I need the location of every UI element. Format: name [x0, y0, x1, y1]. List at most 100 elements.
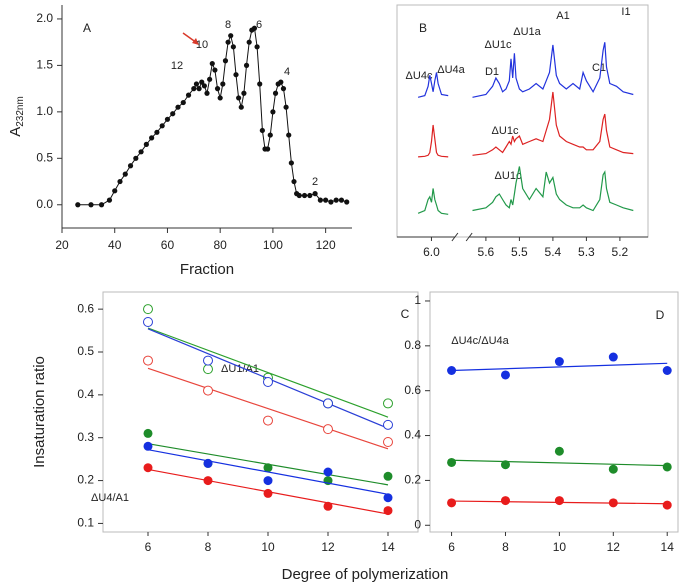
data-point: [222, 58, 229, 64]
data-point: [447, 366, 457, 376]
data-point: [447, 457, 457, 467]
data-point: [143, 141, 149, 147]
data-point: [203, 355, 213, 366]
data-point: [246, 39, 252, 45]
data-point: [328, 199, 334, 205]
frame: [102, 291, 419, 533]
data-point: [175, 104, 181, 110]
data-point: [143, 441, 153, 451]
data-point: [127, 163, 134, 169]
data-point: [196, 86, 202, 92]
data-point: [263, 488, 273, 498]
data-point: [193, 81, 200, 87]
data-point: [263, 463, 273, 473]
data-point: [323, 501, 333, 511]
data-point: [225, 39, 231, 45]
data-point: [662, 366, 672, 376]
data-point: [383, 437, 393, 447]
data-point: [662, 462, 672, 472]
data-point: [201, 83, 207, 89]
data-point: [191, 86, 197, 92]
panel-label: C: [401, 307, 410, 321]
data-point: [203, 458, 213, 468]
y-tick-label: 0.5: [36, 150, 53, 164]
x-tick-label: 120: [316, 238, 336, 252]
data-point: [383, 493, 393, 503]
y-axis-label-main: A: [7, 127, 24, 137]
annotation: C1: [592, 62, 606, 74]
data-point: [230, 44, 236, 50]
annotation: ΔU4c/ΔU4a: [451, 335, 509, 347]
data-point: [263, 476, 273, 486]
data-point: [122, 171, 128, 177]
x-tick-label: 80: [214, 238, 228, 252]
data-point: [133, 155, 139, 161]
data-point: [228, 33, 234, 39]
data-point: [199, 79, 205, 85]
panel-label: D: [656, 308, 665, 322]
data-point: [143, 428, 153, 438]
y-tick-label: 0.1: [77, 516, 94, 530]
data-point: [323, 467, 333, 477]
x-tick-label: 5.4: [545, 245, 562, 259]
trend-line: [147, 367, 389, 450]
annotation: ΔU4/A1: [91, 492, 129, 504]
y-tick-label: 1.5: [36, 58, 53, 72]
y-tick-label: 0.6: [404, 383, 421, 397]
y-tick-label: 0.4: [77, 387, 94, 401]
data-point: [267, 132, 273, 138]
data-point: [383, 506, 393, 516]
annotation: 12: [171, 60, 183, 72]
data-point: [301, 192, 308, 199]
data-point: [283, 104, 289, 110]
annotation: 10: [196, 39, 208, 51]
data-point: [207, 76, 213, 82]
x-tick-label: 10: [553, 540, 567, 554]
data-point: [500, 460, 510, 470]
annotation: 8: [225, 19, 231, 31]
x-tick-label: 60: [161, 238, 175, 252]
data-point: [241, 90, 247, 96]
x-tick-label: 12: [607, 540, 621, 554]
data-point: [344, 199, 350, 205]
data-point: [203, 476, 213, 486]
annotation: D1: [485, 66, 499, 78]
data-point: [447, 498, 457, 508]
y-tick-label: 1: [414, 293, 421, 307]
data-point: [217, 95, 223, 101]
data-point: [280, 86, 287, 92]
data-point: [323, 398, 333, 409]
y-axis-label-sub: 232nm: [15, 96, 26, 127]
data-point: [259, 127, 265, 134]
data-point: [164, 116, 171, 122]
data-point: [312, 191, 318, 197]
x-tick-label: 8: [205, 540, 212, 554]
y-axis-label: Insaturation ratio: [31, 356, 48, 468]
spectrum-trace: [418, 91, 634, 158]
y-tick-label: 0.0: [36, 197, 53, 211]
data-point: [383, 419, 393, 430]
data-point: [608, 498, 618, 508]
annotation: 2: [312, 176, 318, 188]
data-point: [278, 79, 284, 85]
x-tick-label: 14: [381, 540, 395, 554]
data-point: [209, 60, 215, 67]
data-point: [270, 109, 276, 115]
x-tick-label: 10: [261, 540, 275, 554]
frame: [429, 291, 679, 533]
x-tick-label: 8: [502, 540, 509, 554]
data-point: [185, 92, 192, 98]
x-tick-label: 5.6: [478, 245, 495, 259]
annotation: ΔU1c: [485, 39, 512, 51]
data-point: [554, 496, 564, 506]
data-point: [383, 471, 393, 481]
y-axis-label: A232nm: [7, 96, 26, 137]
data-point: [323, 424, 333, 435]
trend-line: [147, 449, 389, 495]
spectrum-trace: [417, 42, 634, 98]
annotation: ΔU1c: [492, 125, 519, 137]
trend-line: [147, 327, 389, 418]
data-point: [383, 398, 393, 409]
x-tick-label: 6: [145, 540, 152, 554]
y-axis-label-main: Insaturation ratio: [31, 356, 48, 468]
